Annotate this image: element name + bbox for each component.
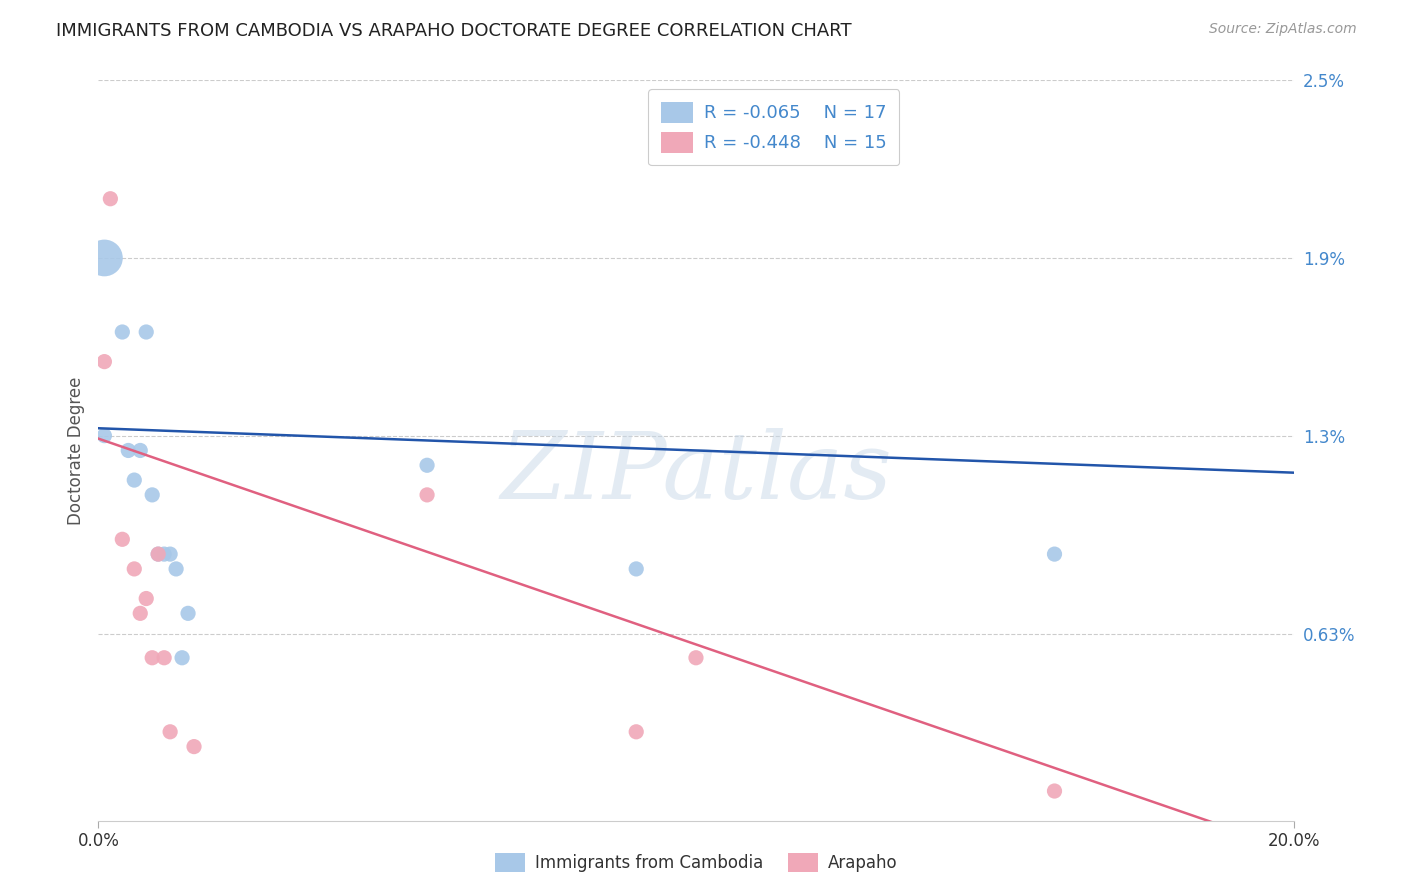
Text: ZIPatlas: ZIPatlas [501, 427, 891, 517]
Point [1043, 784, 1066, 798]
Point [129, 607, 152, 621]
Point [148, 547, 170, 561]
Point [159, 724, 181, 739]
Point [685, 650, 707, 665]
Point [177, 607, 200, 621]
Point [111, 325, 134, 339]
Text: IMMIGRANTS FROM CAMBODIA VS ARAPAHO DOCTORATE DEGREE CORRELATION CHART: IMMIGRANTS FROM CAMBODIA VS ARAPAHO DOCT… [56, 22, 852, 40]
Point [124, 562, 146, 576]
Point [183, 739, 205, 754]
Point [117, 443, 139, 458]
Point [135, 591, 157, 606]
Y-axis label: Doctorate Degree: Doctorate Degree [66, 376, 84, 524]
Point [93, 354, 115, 368]
Point [416, 488, 439, 502]
Point [153, 650, 176, 665]
Point [148, 547, 170, 561]
Point [93, 428, 115, 442]
Point [111, 533, 134, 547]
Point [1043, 547, 1066, 561]
Point [93, 251, 115, 265]
Point [124, 473, 146, 487]
Point [165, 562, 187, 576]
Point [98, 192, 122, 206]
Point [172, 650, 194, 665]
Point [626, 724, 648, 739]
Legend: Immigrants from Cambodia, Arapaho: Immigrants from Cambodia, Arapaho [488, 847, 904, 879]
Point [135, 325, 157, 339]
Point [159, 547, 181, 561]
Point [626, 562, 648, 576]
Point [129, 443, 152, 458]
Point [141, 650, 163, 665]
Point [153, 547, 176, 561]
Text: Source: ZipAtlas.com: Source: ZipAtlas.com [1209, 22, 1357, 37]
Point [416, 458, 439, 473]
Point [141, 488, 163, 502]
